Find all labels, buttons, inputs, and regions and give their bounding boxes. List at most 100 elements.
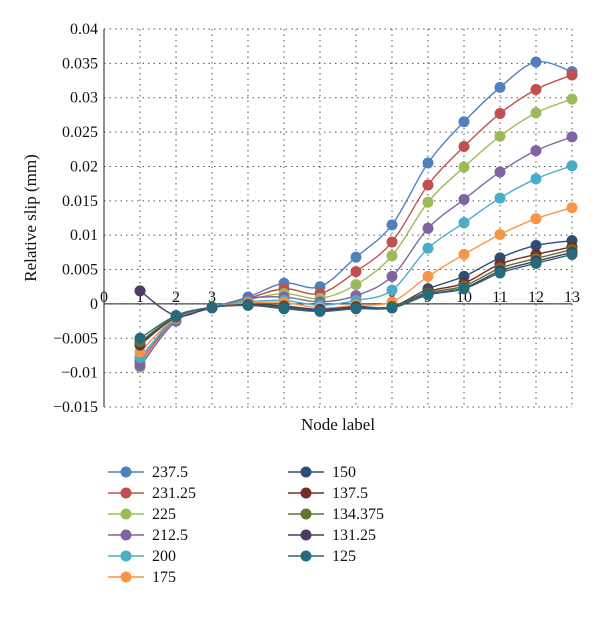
legend-label: 231.25 — [152, 485, 196, 502]
data-point — [494, 166, 506, 178]
data-point — [530, 213, 542, 225]
data-point — [494, 108, 506, 120]
legend-swatch-marker — [120, 571, 132, 583]
y-tick-label: 0.005 — [62, 262, 98, 279]
legend-swatch-marker — [120, 487, 132, 499]
legend-item: 237.5 — [108, 464, 188, 481]
data-point — [566, 93, 578, 105]
y-tick-label: 0.04 — [70, 21, 98, 38]
x-tick-label: 3 — [208, 289, 216, 306]
y-tick-label: 0.03 — [70, 90, 98, 107]
legend-label: 137.5 — [332, 485, 368, 502]
data-point — [422, 222, 434, 234]
data-point — [386, 284, 398, 296]
data-point — [314, 305, 326, 317]
legend-item: 150 — [288, 464, 356, 481]
legend-label: 134.375 — [332, 506, 384, 523]
y-tick-label: −0.005 — [53, 330, 98, 347]
y-tick-label: 0.02 — [70, 158, 98, 175]
data-point — [566, 69, 578, 81]
data-point — [350, 303, 362, 315]
data-point — [422, 270, 434, 282]
x-tick-label: 1 — [136, 289, 144, 306]
data-point — [134, 332, 146, 344]
legend-swatch-marker — [300, 466, 312, 478]
data-point — [530, 56, 542, 68]
legend-item: 175 — [108, 569, 176, 586]
legend-label: 200 — [152, 548, 176, 565]
series-237.5 — [134, 56, 578, 365]
legend: 237.5 231.25 225 212.5 200 175 150 137.5 134.375… — [108, 464, 384, 586]
data-point — [350, 266, 362, 278]
legend-item: 200 — [108, 548, 176, 565]
data-point — [350, 279, 362, 291]
legend-item: 131.25 — [288, 527, 376, 544]
data-point — [386, 302, 398, 314]
x-tick-label: 0 — [100, 289, 108, 306]
data-point — [206, 301, 218, 313]
data-point — [134, 360, 146, 372]
legend-swatch-marker — [300, 529, 312, 541]
data-point — [494, 130, 506, 142]
data-point — [422, 196, 434, 208]
data-point — [530, 239, 542, 251]
data-point — [386, 236, 398, 248]
legend-swatch-marker — [300, 508, 312, 520]
data-point — [458, 283, 470, 295]
data-point — [530, 145, 542, 157]
data-point — [422, 289, 434, 301]
data-point — [530, 173, 542, 185]
data-point — [458, 141, 470, 153]
data-point — [170, 310, 182, 322]
data-point — [422, 242, 434, 254]
legend-swatch-marker — [120, 466, 132, 478]
y-tick-labels: −0.015 −0.01 −0.005 0 0.005 0.01 0.015 0.02 0.02… — [53, 21, 98, 416]
data-point — [242, 299, 254, 311]
x-tick-label: 11 — [492, 289, 507, 306]
legend-swatch-marker — [120, 550, 132, 562]
legend-label: 212.5 — [152, 527, 188, 544]
data-point — [386, 219, 398, 231]
data-point — [530, 107, 542, 119]
data-point — [350, 251, 362, 263]
x-tick-label: 13 — [564, 289, 580, 306]
legend-item: 225 — [108, 506, 176, 523]
data-point — [458, 248, 470, 260]
legend-swatch-marker — [120, 508, 132, 520]
data-point — [422, 157, 434, 169]
legend-swatch-marker — [300, 550, 312, 562]
x-axis-title: Node label — [301, 415, 375, 434]
legend-label: 150 — [332, 464, 356, 481]
legend-swatch-marker — [300, 487, 312, 499]
y-tick-label: −0.015 — [53, 399, 98, 416]
data-point — [530, 83, 542, 95]
legend-label: 237.5 — [152, 464, 188, 481]
x-tick-label: 2 — [172, 289, 180, 306]
data-point — [386, 250, 398, 262]
legend-swatch-marker — [120, 529, 132, 541]
data-point — [458, 217, 470, 229]
legend-label: 131.25 — [332, 527, 376, 544]
series-group — [134, 56, 578, 373]
data-point — [566, 160, 578, 172]
data-point — [134, 285, 146, 297]
legend-label: 225 — [152, 506, 176, 523]
data-point — [494, 228, 506, 240]
data-point — [386, 270, 398, 282]
series-125 — [134, 248, 578, 344]
series-line — [139, 136, 573, 367]
legend-item: 231.25 — [108, 485, 196, 502]
data-point — [494, 267, 506, 279]
legend-item: 134.375 — [288, 506, 384, 523]
y-tick-label: 0.015 — [62, 193, 98, 210]
legend-item: 137.5 — [288, 485, 368, 502]
data-point — [278, 303, 290, 315]
legend-label: 125 — [332, 548, 356, 565]
data-point — [458, 116, 470, 128]
legend-label: 175 — [152, 569, 176, 586]
x-tick-label: 12 — [528, 289, 544, 306]
series-231.25 — [134, 69, 578, 368]
data-point — [494, 192, 506, 204]
y-tick-label: 0.025 — [62, 124, 98, 141]
